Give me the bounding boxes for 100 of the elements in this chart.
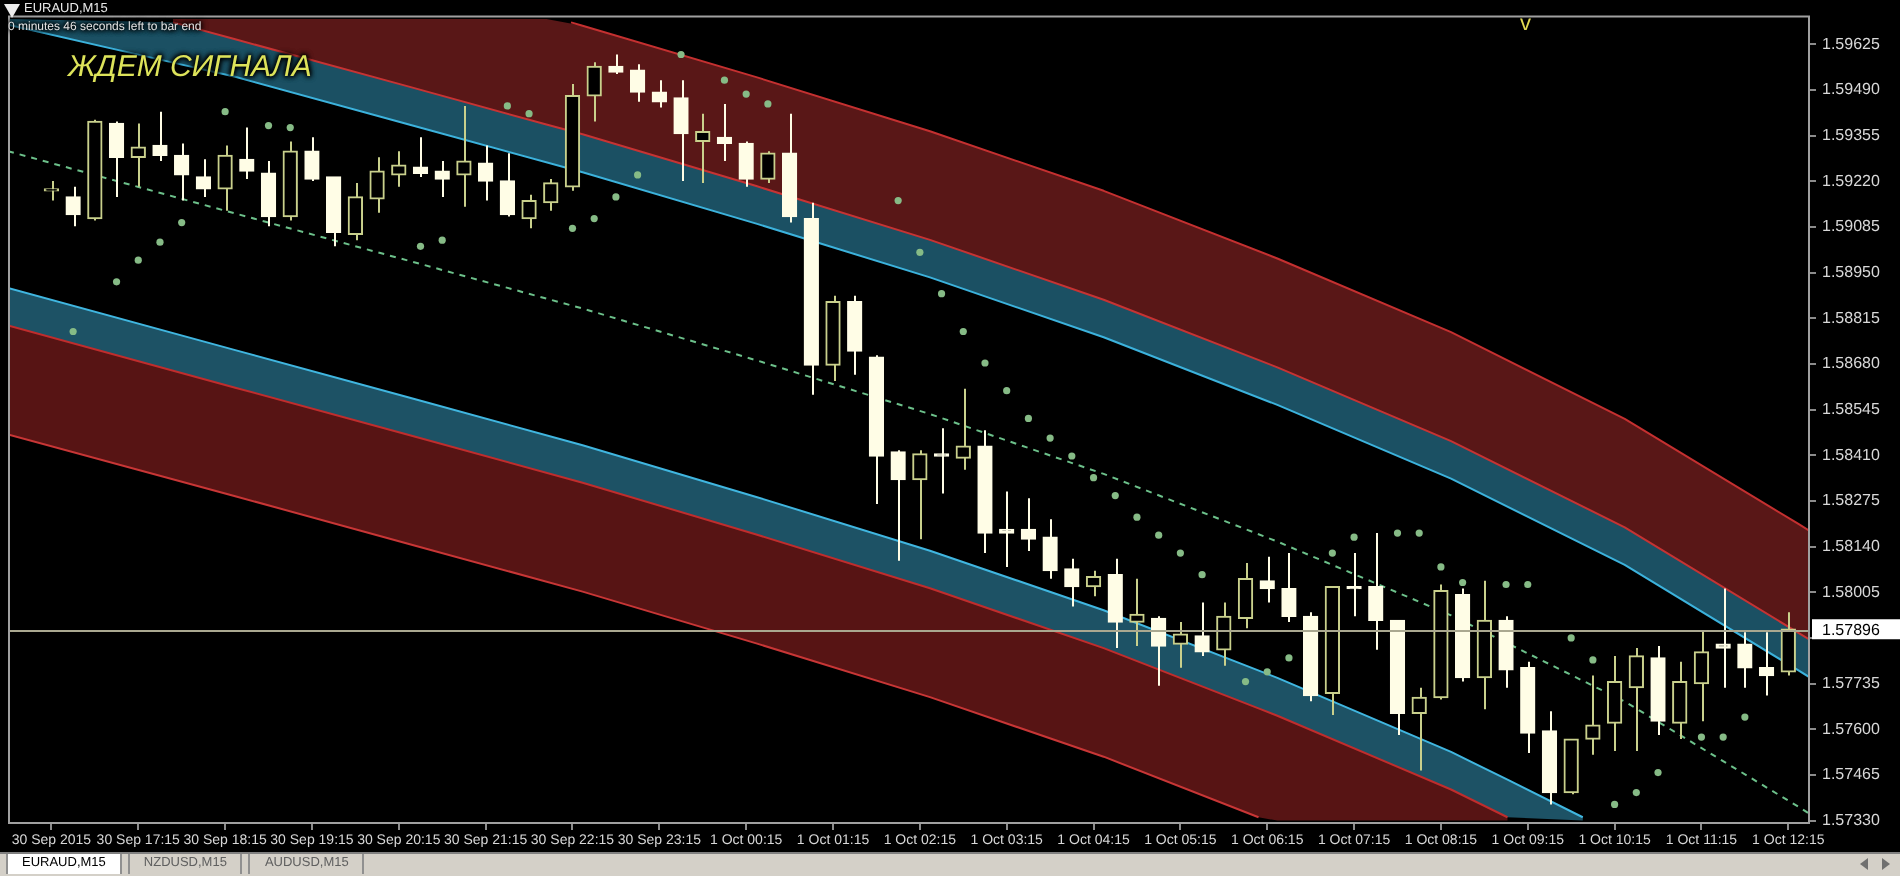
point bbox=[221, 108, 229, 116]
point bbox=[264, 121, 273, 130]
point bbox=[1459, 578, 1467, 587]
point bbox=[1068, 452, 1076, 460]
candlestick bbox=[1194, 601, 1210, 657]
y-tick-label: 1.59085 bbox=[1822, 217, 1881, 236]
point bbox=[742, 90, 750, 98]
ref-line-label: 1.57896 bbox=[1822, 620, 1881, 639]
candlestick bbox=[912, 449, 928, 541]
y-tick-label: 1.57600 bbox=[1822, 719, 1881, 738]
annotation: v bbox=[1520, 12, 1531, 37]
candlestick bbox=[847, 294, 863, 376]
point bbox=[1046, 434, 1054, 442]
candlestick bbox=[760, 150, 776, 185]
candlestick bbox=[1715, 587, 1731, 689]
candlestick bbox=[369, 156, 385, 214]
candlestick bbox=[412, 136, 429, 178]
y-tick-label: 1.58005 bbox=[1822, 582, 1881, 601]
candlestick bbox=[1107, 557, 1123, 650]
candlestick bbox=[1693, 629, 1710, 723]
candlestick bbox=[1085, 569, 1102, 598]
candlestick bbox=[738, 140, 754, 188]
point bbox=[1437, 563, 1445, 571]
point bbox=[1111, 491, 1119, 500]
point bbox=[916, 248, 924, 256]
point bbox=[894, 197, 902, 205]
point bbox=[69, 327, 77, 336]
point bbox=[764, 100, 772, 108]
candlestick bbox=[651, 79, 667, 109]
point bbox=[1589, 656, 1597, 664]
point bbox=[677, 50, 685, 59]
point bbox=[590, 214, 598, 223]
point bbox=[134, 256, 142, 264]
candlestick bbox=[217, 144, 233, 212]
point bbox=[959, 327, 967, 336]
candlestick bbox=[1042, 518, 1058, 580]
point bbox=[286, 123, 294, 132]
point bbox=[1350, 533, 1358, 541]
point bbox=[1285, 654, 1293, 662]
point bbox=[1697, 733, 1706, 741]
point bbox=[1502, 580, 1510, 589]
point bbox=[156, 238, 164, 246]
y-tick-label: 1.58950 bbox=[1822, 263, 1881, 282]
candlestick bbox=[890, 449, 906, 562]
candlestick bbox=[1672, 660, 1688, 741]
candlestick bbox=[586, 61, 602, 123]
candlestick bbox=[1585, 674, 1601, 756]
point bbox=[1741, 713, 1749, 721]
point bbox=[1024, 414, 1033, 423]
y-tick-label: 1.59355 bbox=[1822, 126, 1881, 145]
point bbox=[1133, 513, 1141, 521]
point bbox=[1155, 531, 1163, 539]
candlestick bbox=[1129, 577, 1145, 648]
point bbox=[1654, 768, 1662, 777]
candlestick bbox=[499, 152, 516, 218]
point bbox=[634, 171, 642, 179]
candlestick bbox=[1368, 532, 1384, 651]
point bbox=[503, 102, 511, 110]
y-tick-label: 1.58410 bbox=[1822, 445, 1881, 464]
y-tick-label: 1.58815 bbox=[1822, 308, 1881, 327]
point bbox=[1176, 549, 1184, 557]
point bbox=[1632, 788, 1640, 797]
candlestick bbox=[1064, 557, 1080, 608]
point bbox=[1089, 474, 1098, 482]
candlestick bbox=[434, 160, 450, 198]
candlestick bbox=[695, 112, 711, 185]
point bbox=[1198, 571, 1206, 579]
point bbox=[568, 224, 577, 232]
y-tick-label: 1.59220 bbox=[1822, 171, 1881, 190]
y-tick-label: 1.57330 bbox=[1822, 811, 1881, 830]
candlestick bbox=[933, 427, 950, 495]
point bbox=[416, 242, 425, 250]
point bbox=[525, 110, 533, 118]
y-tick-label: 1.58275 bbox=[1822, 491, 1881, 510]
point bbox=[1328, 549, 1336, 557]
candlestick bbox=[195, 158, 212, 198]
candlestick bbox=[1281, 552, 1297, 624]
y-tick-label: 1.59490 bbox=[1822, 80, 1881, 99]
point bbox=[1263, 668, 1271, 676]
point bbox=[981, 359, 989, 367]
point bbox=[1567, 634, 1575, 642]
candlestick bbox=[1498, 615, 1514, 689]
y-tick-label: 1.58545 bbox=[1822, 400, 1881, 419]
candlestick bbox=[673, 79, 689, 182]
candlestick bbox=[304, 136, 320, 182]
candlestick bbox=[239, 126, 255, 180]
point bbox=[438, 236, 446, 244]
candlestick bbox=[456, 104, 472, 208]
y-tick-label: 1.58680 bbox=[1822, 354, 1881, 373]
point bbox=[1241, 678, 1250, 686]
point bbox=[1611, 800, 1619, 808]
candlestick bbox=[1606, 654, 1623, 752]
candlestick bbox=[1259, 555, 1275, 604]
candlestick bbox=[1780, 611, 1796, 677]
candlestick bbox=[152, 110, 168, 163]
candlestick bbox=[1237, 561, 1254, 630]
candlestick bbox=[1758, 631, 1775, 697]
candlestick bbox=[108, 120, 125, 198]
point bbox=[178, 219, 186, 227]
point bbox=[1393, 529, 1402, 537]
